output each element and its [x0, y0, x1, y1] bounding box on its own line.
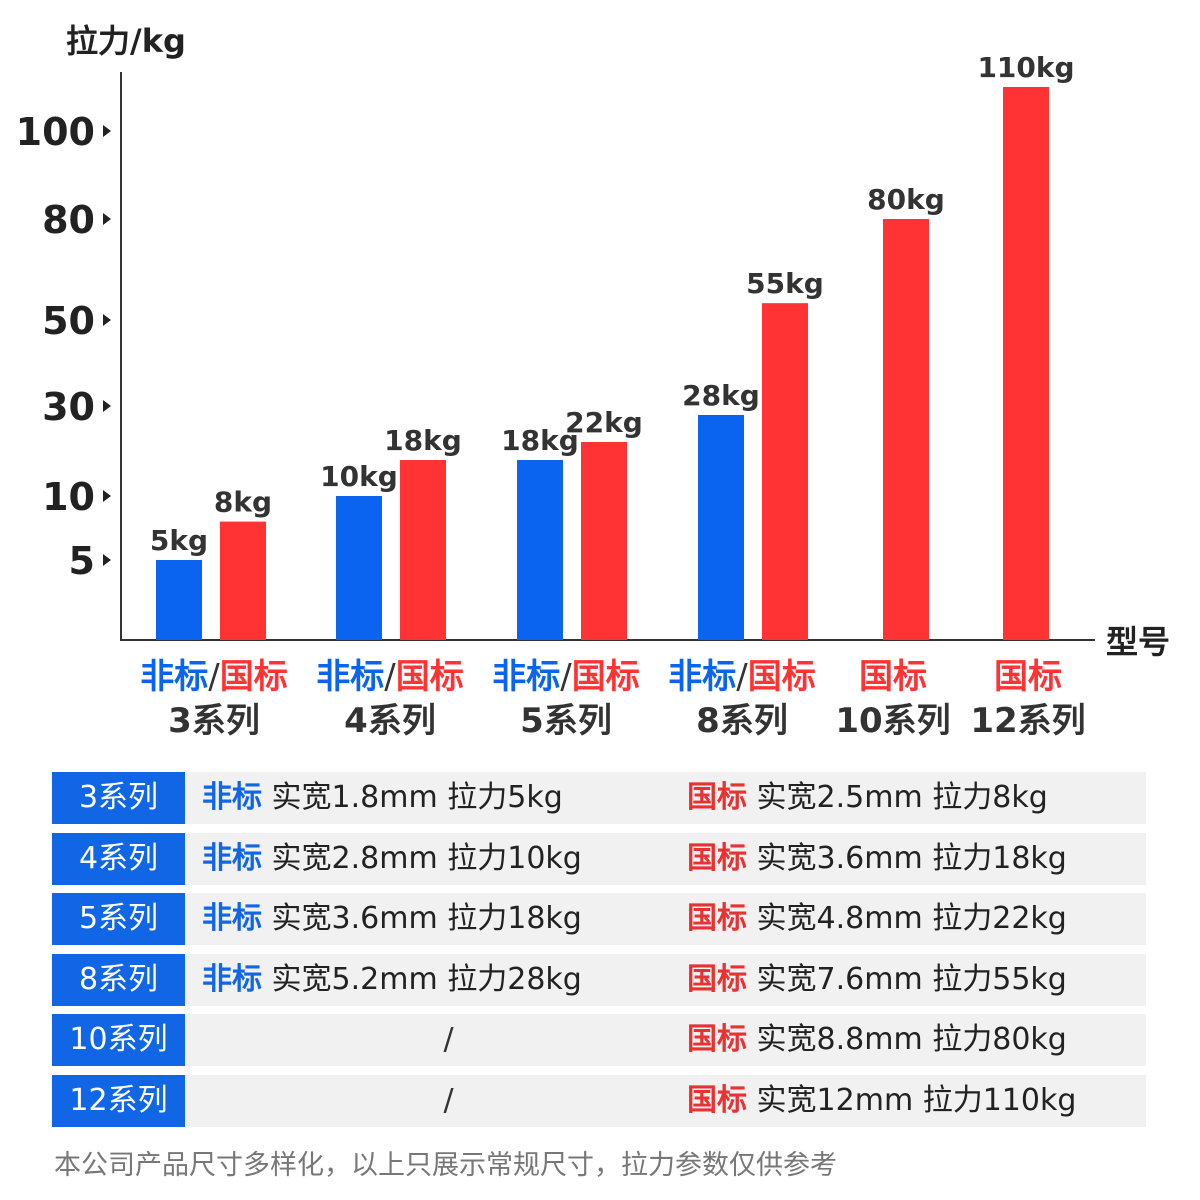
- y-axis-title: 拉力/kg: [66, 22, 186, 60]
- bar-value-label: 22kg: [565, 406, 643, 439]
- bar-value-label: 80kg: [867, 183, 945, 216]
- standard-spec-text: 实宽8.8mm 拉力80kg: [756, 1022, 1067, 1057]
- category-kind-label: 非标/国标: [492, 657, 639, 697]
- bar: [883, 219, 929, 640]
- category-name-label: 5系列: [520, 701, 612, 741]
- standard-spec: 国标 实宽7.6mm 拉力55kg: [670, 953, 1146, 1006]
- nonstandard-empty: /: [185, 1074, 712, 1127]
- standard-tag: 国标: [687, 840, 747, 876]
- standard-spec-text: 实宽4.8mm 拉力22kg: [756, 901, 1067, 936]
- y-tick-label: 10: [42, 475, 95, 519]
- nonstandard-spec-text: 实宽2.8mm 拉力10kg: [271, 840, 582, 876]
- table-row: 10系列 / 国标 实宽8.8mm 拉力80kg: [52, 1014, 1146, 1066]
- standard-spec-text: 实宽3.6mm 拉力18kg: [756, 840, 1067, 876]
- y-tick-arrow-icon: [103, 125, 111, 137]
- spec-table: 3系列 非标 实宽1.8mm 拉力5kg 国标 实宽2.5mm 拉力8kg 4系…: [52, 772, 1146, 1135]
- bar: [698, 415, 744, 640]
- y-tick-arrow-icon: [103, 554, 111, 566]
- standard-spec: 国标 实宽12mm 拉力110kg: [670, 1074, 1146, 1127]
- standard-spec: 国标 实宽8.8mm 拉力80kg: [670, 1014, 1146, 1066]
- bar: [336, 496, 382, 640]
- y-tick-label: 100: [16, 110, 95, 154]
- series-cell: 8系列: [52, 953, 185, 1006]
- nonstandard-spec-text: 实宽3.6mm 拉力18kg: [271, 901, 582, 936]
- nonstandard-tag: 非标: [202, 961, 262, 997]
- table-row: 4系列 非标 实宽2.8mm 拉力10kg 国标 实宽3.6mm 拉力18kg: [52, 832, 1146, 885]
- standard-spec-text: 实宽2.5mm 拉力8kg: [756, 780, 1048, 815]
- category-kind-label: 国标: [994, 657, 1062, 697]
- bar-value-label: 10kg: [320, 460, 398, 493]
- nonstandard-tag: 非标: [202, 780, 262, 815]
- y-tick-label: 30: [42, 385, 95, 429]
- y-tick-arrow-icon: [103, 490, 111, 502]
- standard-tag: 国标: [687, 961, 747, 997]
- nonstandard-spec-text: 实宽1.8mm 拉力5kg: [271, 780, 563, 815]
- y-ticks: 5 10 30 50 80 100: [16, 110, 111, 583]
- standard-tag: 国标: [687, 780, 747, 815]
- nonstandard-tag: 非标: [202, 901, 262, 936]
- y-tick-label: 80: [42, 198, 95, 242]
- y-tick-arrow-icon: [103, 400, 111, 412]
- series-cell: 5系列: [52, 893, 185, 945]
- series-cell: 12系列: [52, 1074, 185, 1127]
- category-kind-label: 非标/国标: [668, 657, 815, 697]
- bar-value-label: 18kg: [501, 424, 579, 457]
- standard-spec: 国标 实宽4.8mm 拉力22kg: [670, 893, 1146, 945]
- category-name-label: 10系列: [835, 701, 950, 741]
- standard-spec-text: 实宽12mm 拉力110kg: [756, 1082, 1077, 1118]
- bar: [156, 560, 202, 640]
- y-tick-arrow-icon: [103, 213, 111, 225]
- bar-value-label: 55kg: [746, 267, 824, 300]
- nonstandard-spec: 非标 实宽2.8mm 拉力10kg: [185, 832, 712, 885]
- bar-value-label: 18kg: [384, 424, 462, 457]
- bar: [517, 460, 563, 640]
- x-axis-title: 型号: [1106, 623, 1170, 661]
- bar: [220, 521, 266, 640]
- category-kind-label: 国标: [859, 657, 927, 697]
- footnote: 本公司产品尺寸多样化，以上只展示常规尺寸，拉力参数仅供参考: [54, 1150, 837, 1181]
- nonstandard-tag: 非标: [202, 840, 262, 876]
- nonstandard-spec-text: 实宽5.2mm 拉力28kg: [271, 961, 582, 997]
- y-tick-arrow-icon: [103, 314, 111, 326]
- standard-tag: 国标: [687, 901, 747, 936]
- category-name-label: 8系列: [696, 701, 788, 741]
- category-kind-label: 非标/国标: [140, 657, 287, 697]
- bar: [1003, 87, 1049, 640]
- standard-tag: 国标: [687, 1082, 747, 1118]
- standard-spec: 国标 实宽2.5mm 拉力8kg: [670, 772, 1146, 824]
- nonstandard-spec: 非标 实宽1.8mm 拉力5kg: [185, 772, 712, 824]
- bar-value-label: 110kg: [977, 51, 1074, 84]
- category-name-label: 3系列: [168, 701, 260, 741]
- bar-value-label: 5kg: [150, 524, 208, 557]
- bar-value-label: 28kg: [682, 379, 760, 412]
- series-cell: 3系列: [52, 772, 185, 824]
- standard-spec: 国标 实宽3.6mm 拉力18kg: [670, 832, 1146, 885]
- series-cell: 10系列: [52, 1014, 185, 1066]
- table-row: 8系列 非标 实宽5.2mm 拉力28kg 国标 实宽7.6mm 拉力55kg: [52, 953, 1146, 1006]
- category-name-label: 4系列: [344, 701, 436, 741]
- category-kind-label: 非标/国标: [316, 657, 463, 697]
- category-name-label: 12系列: [970, 701, 1085, 741]
- bar: [581, 442, 627, 640]
- table-row: 3系列 非标 实宽1.8mm 拉力5kg 国标 实宽2.5mm 拉力8kg: [52, 772, 1146, 824]
- standard-tag: 国标: [687, 1022, 747, 1057]
- bar: [400, 460, 446, 640]
- nonstandard-spec: 非标 实宽3.6mm 拉力18kg: [185, 893, 712, 945]
- table-row: 5系列 非标 实宽3.6mm 拉力18kg 国标 实宽4.8mm 拉力22kg: [52, 893, 1146, 945]
- table-row: 12系列 / 国标 实宽12mm 拉力110kg: [52, 1074, 1146, 1127]
- series-cell: 4系列: [52, 832, 185, 885]
- category-labels: 非标/国标3系列非标/国标4系列非标/国标5系列非标/国标8系列国标10系列国标…: [140, 657, 1085, 741]
- standard-spec-text: 实宽7.6mm 拉力55kg: [756, 961, 1067, 997]
- bar: [762, 303, 808, 640]
- y-tick-label: 5: [69, 539, 95, 583]
- nonstandard-spec: 非标 实宽5.2mm 拉力28kg: [185, 953, 712, 1006]
- nonstandard-empty: /: [185, 1014, 712, 1066]
- y-tick-label: 50: [42, 299, 95, 343]
- bar-value-label: 8kg: [214, 486, 272, 519]
